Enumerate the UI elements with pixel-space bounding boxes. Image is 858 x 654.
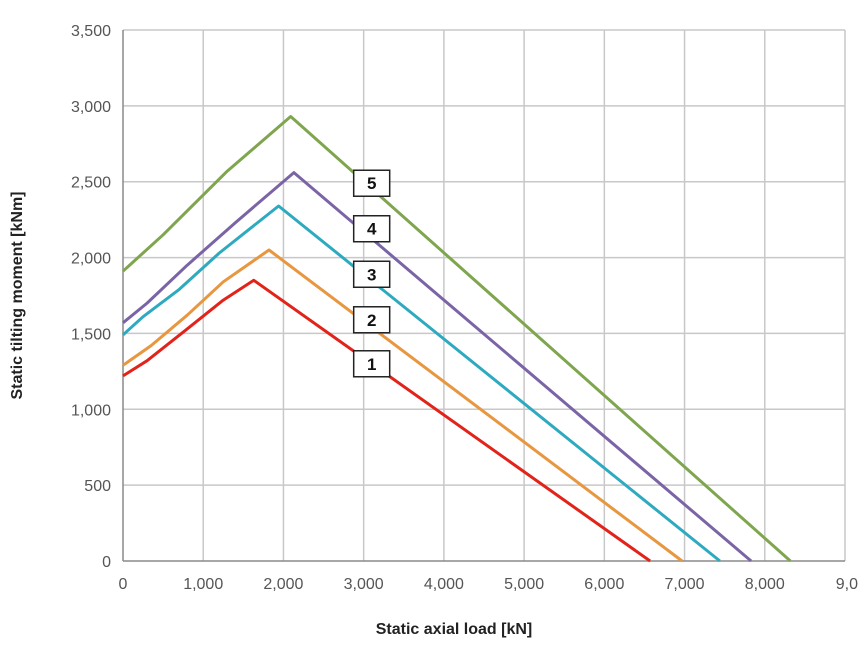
x-tick-label: 5,000 [504, 576, 544, 593]
grid [123, 29, 846, 561]
series-lines [121, 115, 792, 563]
x-tick-label: 8,000 [745, 576, 785, 593]
x-tick-label: 2,000 [263, 576, 303, 593]
x-tick-label: 3,000 [344, 576, 384, 593]
series-line-5 [121, 115, 792, 563]
series-label-text: 1 [367, 355, 376, 374]
y-tick-label: 3,000 [71, 99, 111, 116]
series-line-3 [121, 204, 721, 563]
x-tick-label: 1,000 [183, 576, 223, 593]
y-tick-label: 500 [84, 478, 111, 495]
series-line-1 [122, 278, 651, 563]
x-tick-label: 4,000 [424, 576, 464, 593]
x-tick-label: 6,000 [584, 576, 624, 593]
series-label-box [352, 214, 391, 243]
series-label-box [352, 306, 391, 334]
series-label-1: 1 [352, 350, 391, 378]
tick-labels: 0 1,000 2,000 3,000 4,000 5,000 6,000 7,000 8,00… [71, 23, 858, 593]
series-label-4: 4 [352, 214, 391, 243]
y-axis-title: Static tilting moment [kNm] [9, 191, 26, 399]
series-label-text: 4 [367, 220, 377, 239]
series-line-4 [122, 171, 753, 563]
axes [122, 30, 845, 562]
series-label-5: 5 [352, 169, 391, 197]
series-label-text: 5 [367, 174, 376, 193]
x-tick-label: 0 [119, 576, 128, 593]
y-tick-label: 2,500 [71, 175, 111, 192]
y-tick-label: 0 [102, 554, 111, 571]
y-tick-label: 3,500 [71, 23, 111, 40]
series-label-box [352, 169, 391, 197]
series-label-text: 2 [367, 311, 376, 330]
series-labels: 1 2 3 4 5 [352, 169, 391, 378]
series-label-3: 3 [352, 260, 391, 289]
y-tick-label: 1,000 [71, 402, 111, 419]
series-line-2 [122, 248, 684, 563]
x-tick-label: 9,0 [836, 576, 858, 593]
series-label-box [352, 350, 391, 378]
series-label-box [352, 260, 391, 289]
x-axis-title: Static axial load [kN] [376, 621, 533, 638]
x-tick-label: 7,000 [665, 576, 705, 593]
y-tick-label: 1,500 [71, 326, 111, 343]
y-tick-label: 2,000 [71, 251, 111, 268]
series-label-text: 3 [367, 265, 376, 284]
series-label-2: 2 [352, 306, 391, 334]
